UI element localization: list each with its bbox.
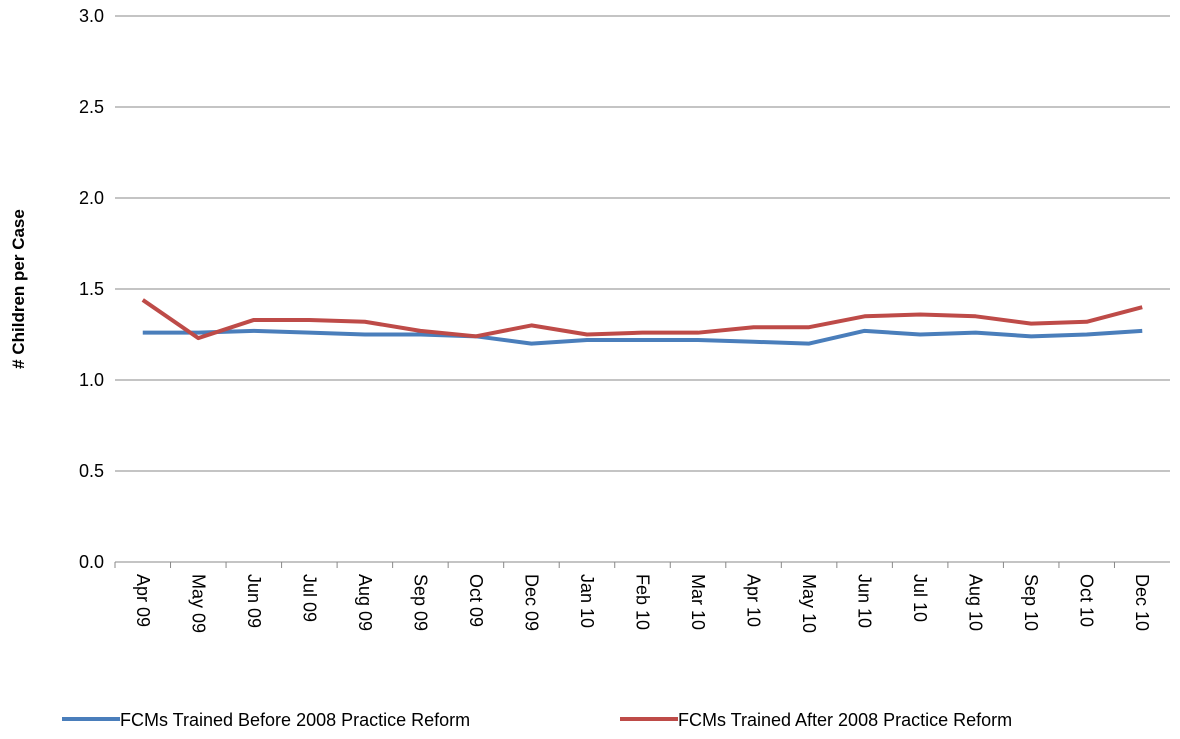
legend-label: FCMs Trained Before 2008 Practice Reform <box>120 710 470 730</box>
x-tick-label: Aug 10 <box>966 574 986 631</box>
x-tick-label: May 10 <box>799 574 819 633</box>
x-tick-label: May 09 <box>188 574 208 633</box>
series-line <box>141 298 1143 341</box>
x-tick-label: Dec 09 <box>521 574 541 631</box>
x-tick-label: Feb 10 <box>633 574 653 630</box>
x-tick-label: Apr 09 <box>133 574 153 627</box>
y-tick-label: 1.0 <box>79 370 104 390</box>
x-tick-label: Jul 09 <box>299 574 319 622</box>
x-tick-label: Oct 10 <box>1077 574 1097 627</box>
x-tick-label: Mar 10 <box>688 574 708 630</box>
x-tick-label: Sep 10 <box>1021 574 1041 631</box>
y-tick-label: 3.0 <box>79 6 104 26</box>
y-tick-label: 2.0 <box>79 188 104 208</box>
x-tick-label: Oct 09 <box>466 574 486 627</box>
x-tick-label: Apr 10 <box>744 574 764 627</box>
y-tick-label: 1.5 <box>79 279 104 299</box>
x-tick-label: Jan 10 <box>577 574 597 628</box>
y-axis-title: # Children per Case <box>9 209 28 369</box>
x-tick-label: Sep 09 <box>410 574 430 631</box>
x-tick-label: Dec 10 <box>1132 574 1152 631</box>
y-tick-label: 0.5 <box>79 461 104 481</box>
x-tick-label: Jun 10 <box>855 574 875 628</box>
x-tick-label: Jun 09 <box>244 574 264 628</box>
y-tick-label: 2.5 <box>79 97 104 117</box>
x-tick-label: Jul 10 <box>910 574 930 622</box>
series-line <box>142 328 1143 346</box>
legend-label: FCMs Trained After 2008 Practice Reform <box>678 710 1012 730</box>
y-tick-label: 0.0 <box>79 552 104 572</box>
x-tick-label: Aug 09 <box>355 574 375 631</box>
